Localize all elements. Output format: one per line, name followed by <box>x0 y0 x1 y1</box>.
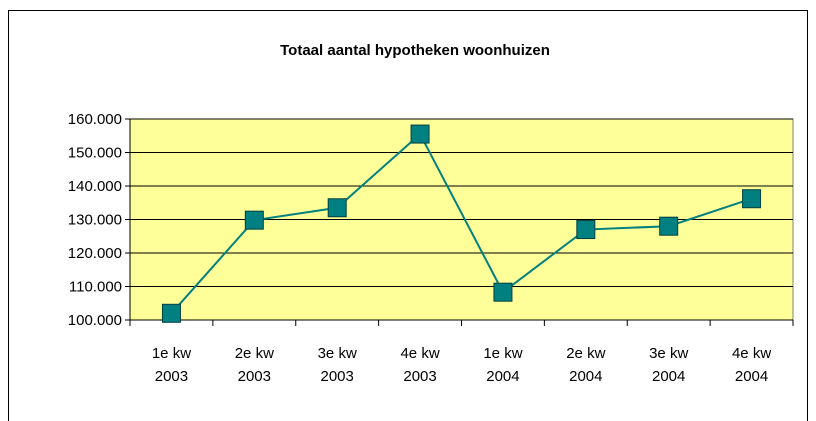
y-tick-label: 160.000 <box>68 111 122 128</box>
x-tick-label-line: 2003 <box>403 368 436 385</box>
marker <box>742 189 762 209</box>
y-tick-label: 110.000 <box>69 279 122 296</box>
x-tick-label-line: 3e kw <box>318 345 357 362</box>
marker <box>659 216 679 236</box>
y-tick-label: 150.000 <box>68 145 122 162</box>
x-tick-label-line: 2003 <box>238 368 271 385</box>
y-tick-label: 140.000 <box>68 178 122 195</box>
x-tick-label-line: 2003 <box>155 368 188 385</box>
x-tick-label-line: 2e kw <box>566 345 605 362</box>
x-tick-label: 2e kw 2003 <box>235 345 274 385</box>
y-tick-label: 130.000 <box>68 212 122 229</box>
x-tick-label-line: 2004 <box>652 368 685 385</box>
x-tick-label-line: 2003 <box>321 368 354 385</box>
x-tick-label: 1e kw 2003 <box>152 345 191 385</box>
chart-title: Totaal aantal hypotheken woonhuizen <box>280 42 550 59</box>
marker <box>327 198 347 218</box>
x-tick-label-line: 2004 <box>486 368 519 385</box>
x-tick-label-line: 1e kw <box>483 345 522 362</box>
x-tick-label-line: 2004 <box>735 368 768 385</box>
chart-frame <box>8 10 808 421</box>
x-tick-label-line: 3e kw <box>649 345 688 362</box>
x-tick-label: 4e kw 2003 <box>400 345 439 385</box>
x-tick-label-line: 1e kw <box>152 345 191 362</box>
x-tick-label-line: 4e kw <box>732 345 771 362</box>
x-tick-label-line: 4e kw <box>400 345 439 362</box>
marker <box>244 210 264 230</box>
marker <box>576 220 596 240</box>
x-tick-label-line: 2e kw <box>235 345 274 362</box>
series-line <box>170 132 752 314</box>
x-tick-label: 2e kw 2004 <box>566 345 605 385</box>
x-tick-label-line: 2004 <box>569 368 602 385</box>
x-tick-label: 3e kw 2003 <box>318 345 357 385</box>
marker <box>410 124 430 144</box>
x-tick-label: 1e kw 2004 <box>483 345 522 385</box>
x-tick-label: 3e kw 2004 <box>649 345 688 385</box>
y-tick-label: 120.000 <box>68 245 122 262</box>
x-tick-label: 4e kw 2004 <box>732 345 771 385</box>
marker <box>161 303 181 323</box>
marker <box>493 282 513 302</box>
y-tick-label: 100.000 <box>68 312 122 329</box>
